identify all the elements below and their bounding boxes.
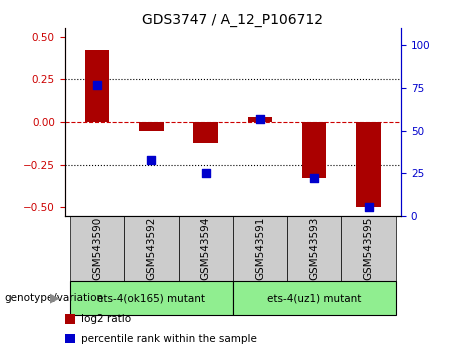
Text: GSM543591: GSM543591 <box>255 217 265 280</box>
Bar <box>124 216 178 281</box>
Bar <box>70 281 233 315</box>
Text: ets-4(uz1) mutant: ets-4(uz1) mutant <box>267 293 361 303</box>
Point <box>365 205 372 210</box>
Text: GSM543595: GSM543595 <box>364 217 373 280</box>
Bar <box>302 122 326 178</box>
Bar <box>356 122 381 207</box>
Bar <box>194 122 218 143</box>
Point <box>148 157 155 162</box>
Point <box>202 170 209 176</box>
Bar <box>341 216 396 281</box>
Text: genotype/variation: genotype/variation <box>5 293 104 303</box>
Bar <box>139 122 164 131</box>
Text: percentile rank within the sample: percentile rank within the sample <box>82 333 257 344</box>
Bar <box>85 51 109 122</box>
Bar <box>233 216 287 281</box>
Text: ets-4(ok165) mutant: ets-4(ok165) mutant <box>97 293 206 303</box>
Bar <box>70 216 124 281</box>
Point <box>94 82 101 87</box>
Bar <box>248 117 272 122</box>
Point <box>256 116 264 121</box>
Text: log2 ratio: log2 ratio <box>82 314 131 324</box>
Text: GSM543593: GSM543593 <box>309 217 319 280</box>
Text: GSM543592: GSM543592 <box>147 217 156 280</box>
Text: GSM543594: GSM543594 <box>201 217 211 280</box>
Text: ▶: ▶ <box>50 292 60 305</box>
Bar <box>287 216 341 281</box>
Point <box>311 176 318 181</box>
Title: GDS3747 / A_12_P106712: GDS3747 / A_12_P106712 <box>142 13 323 27</box>
Text: GSM543590: GSM543590 <box>92 217 102 280</box>
Bar <box>65 333 75 343</box>
Bar <box>178 216 233 281</box>
Bar <box>233 281 396 315</box>
Bar <box>65 314 75 324</box>
